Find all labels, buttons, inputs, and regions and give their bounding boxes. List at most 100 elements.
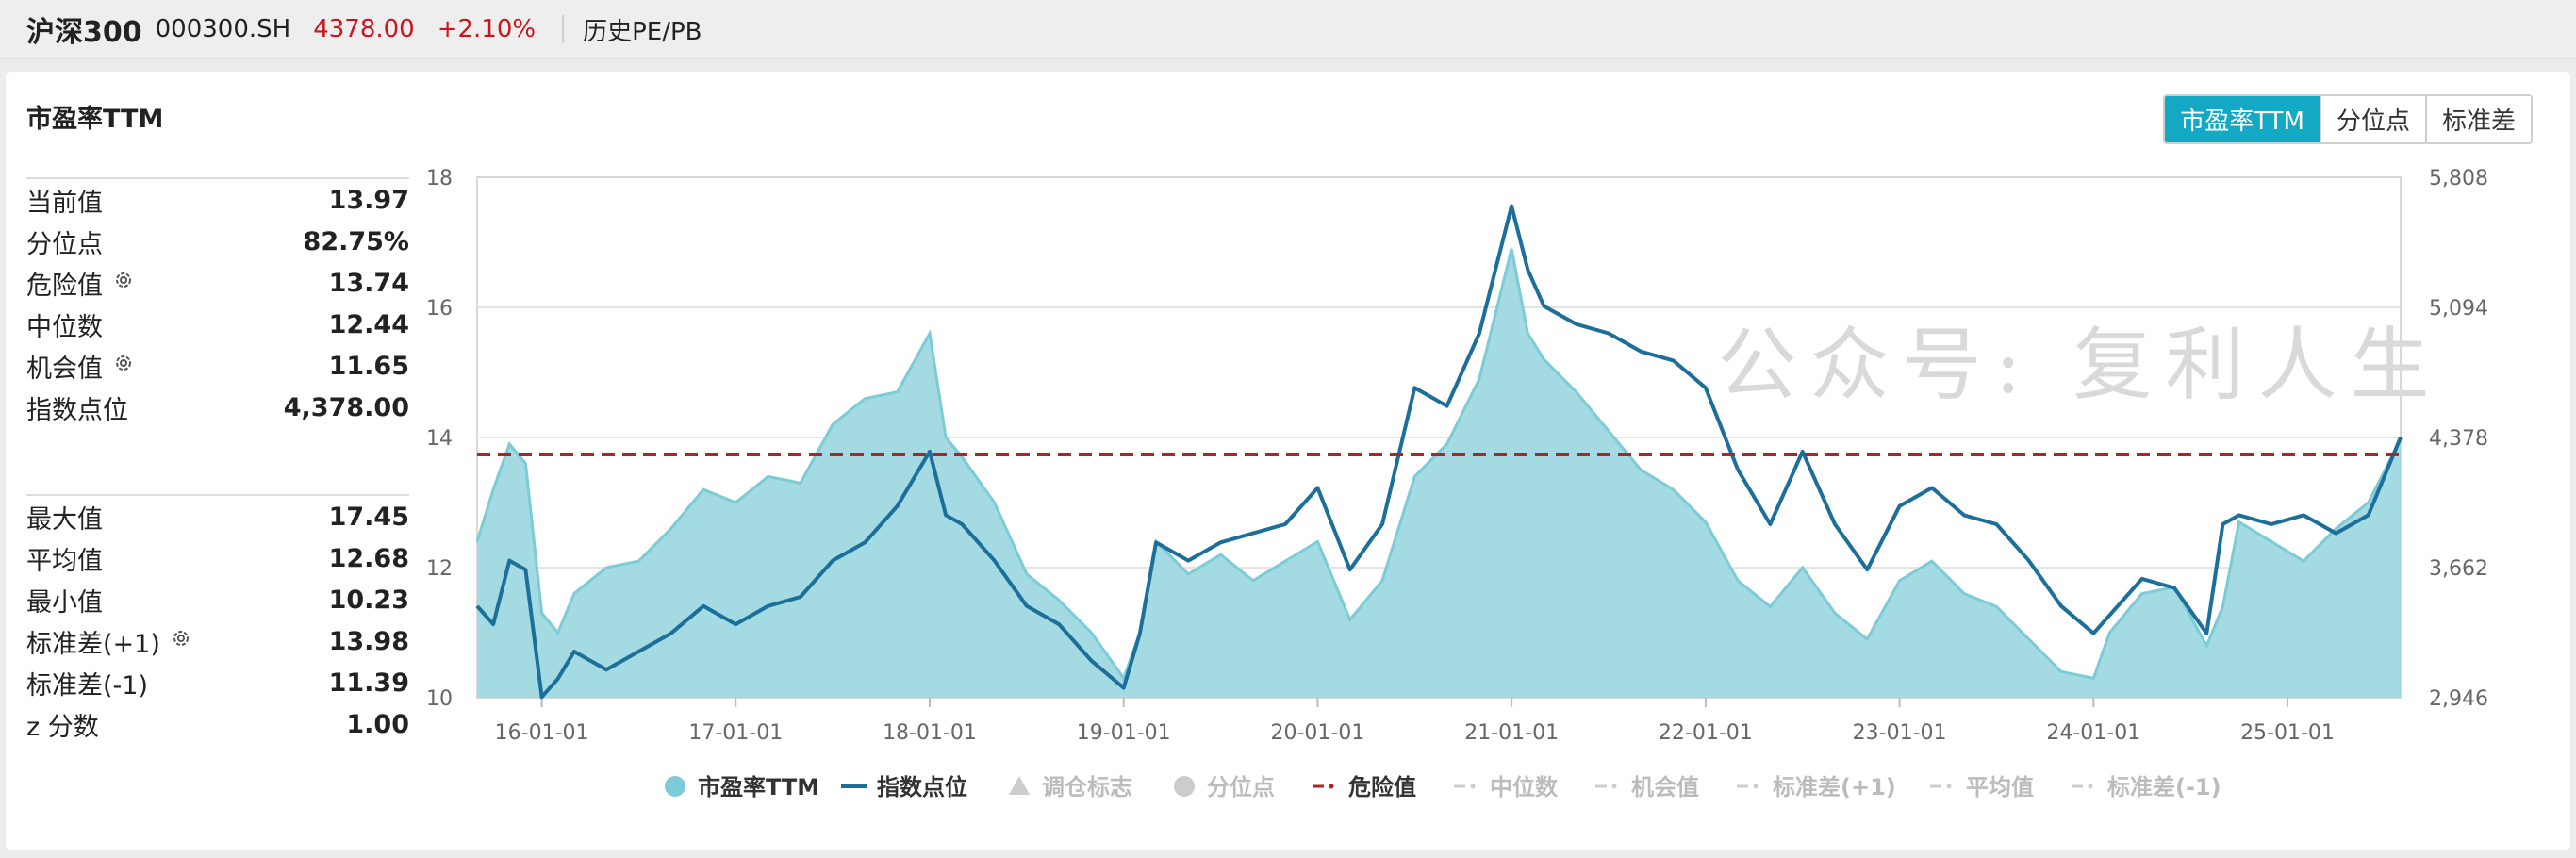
legend-triangle-icon <box>1009 776 1030 795</box>
stat-row: 指数点位 4,378.00 <box>26 387 409 428</box>
legend-label: 标准差(+1) <box>1773 774 1896 800</box>
stat-label-text: 机会值 <box>26 354 103 384</box>
stat-value: 13.97 <box>328 185 409 215</box>
x-axis-tick-label: 20-01-01 <box>1270 721 1364 745</box>
legend-circle-icon <box>665 776 685 797</box>
legend-circle-icon <box>1174 776 1195 797</box>
left-axis-tick-label: 14 <box>426 427 453 451</box>
stat-row: 最小值 10.23 <box>26 579 409 620</box>
legend-item[interactable]: 标准差(-1) <box>2072 774 2221 800</box>
stat-label: 中位数 <box>26 306 103 343</box>
stat-label-text: 危险值 <box>26 271 103 301</box>
legend-item[interactable]: 标准差(+1) <box>1737 774 1896 800</box>
index-change: +2.10% <box>437 15 537 43</box>
stat-value: 12.44 <box>328 309 409 339</box>
stat-value: 10.23 <box>328 585 409 615</box>
left-axis-tick-label: 10 <box>426 687 453 711</box>
stat-value: 13.74 <box>328 268 409 298</box>
series-pe-ttm-area <box>477 248 2401 698</box>
legend-dot-icon <box>1753 784 1759 789</box>
legend-item[interactable]: 调仓标志 <box>1009 774 1132 800</box>
stat-label: 平均值 <box>26 540 103 577</box>
stat-label-text: 标准差(-1) <box>26 670 148 701</box>
stat-value: 11.39 <box>328 668 409 698</box>
x-axis-tick-label: 22-01-01 <box>1659 721 1753 745</box>
stat-label: 分位点 <box>26 223 103 260</box>
legend-item[interactable]: 机会值 <box>1595 774 1699 800</box>
settings-gear-icon[interactable] <box>112 352 135 381</box>
index-code: 000300.SH <box>155 15 291 43</box>
x-axis-tick-label: 23-01-01 <box>1853 721 1947 745</box>
right-axis-tick-label: 5,808 <box>2429 167 2488 190</box>
legend-dot-icon <box>1611 784 1617 789</box>
legend-dot-icon <box>1470 784 1476 789</box>
chart-panel: 市盈率TTM 市盈率TTM 分位点 标准差 当前值 13.97 分位点 82.75% 危… <box>6 72 2570 850</box>
stat-value: 4,378.00 <box>283 392 409 422</box>
settings-gear-icon[interactable] <box>170 627 192 656</box>
history-pe-pb-link[interactable]: 历史PE/PB <box>583 17 702 46</box>
x-axis-tick-label: 25-01-01 <box>2240 721 2335 745</box>
settings-gear-icon[interactable] <box>112 269 135 298</box>
stat-row: 危险值 13.74 <box>26 262 409 304</box>
stat-label-text: 最小值 <box>26 587 103 618</box>
stat-label-text: 平均值 <box>26 546 103 576</box>
stat-label: 标准差(-1) <box>26 665 148 701</box>
stat-label: z 分数 <box>26 706 99 743</box>
right-axis-tick-label: 2,946 <box>2429 687 2488 711</box>
x-axis-tick-label: 17-01-01 <box>688 721 783 745</box>
legend-label: 平均值 <box>1966 774 2034 800</box>
series-pe-ttm-line <box>475 248 2403 682</box>
legend-item[interactable]: 市盈率TTM <box>665 774 819 800</box>
left-axis-tick-label: 18 <box>426 167 453 190</box>
right-axis-tick-label: 5,094 <box>2429 297 2488 321</box>
pe-chart: 18 5,808 16 5,094 14 4,378 12 3,662 10 2,946 16-01… <box>426 167 2488 800</box>
stat-row: 当前值 13.97 <box>26 177 409 221</box>
stat-value: 17.45 <box>328 502 409 532</box>
stat-label: 当前值 <box>26 182 103 219</box>
legend-item[interactable]: 指数点位 <box>841 774 967 800</box>
right-axis-tick-label: 4,378 <box>2429 427 2488 451</box>
stat-row: 中位数 12.44 <box>26 304 409 345</box>
stat-value: 13.98 <box>328 626 409 656</box>
legend-item[interactable]: 中位数 <box>1454 774 1559 800</box>
stats-summary: 最大值 17.45 平均值 12.68 最小值 10.23 标准差(+1) 13.98 标准差(… <box>26 494 409 745</box>
x-axis-tick-label: 21-01-01 <box>1464 721 1559 745</box>
stat-value: 11.65 <box>328 351 409 381</box>
tab-percentile[interactable]: 分位点 <box>2319 96 2425 142</box>
x-axis-tick-label: 24-01-01 <box>2046 721 2140 745</box>
stat-label-text: 中位数 <box>26 312 103 342</box>
stat-label-text: 指数点位 <box>26 395 128 425</box>
x-axis-tick-label: 19-01-01 <box>1077 721 1171 745</box>
legend-dot-icon <box>1946 784 1952 789</box>
stat-label: 最大值 <box>26 499 103 536</box>
legend-label: 指数点位 <box>877 774 967 800</box>
panel-title: 市盈率TTM <box>26 105 164 134</box>
stat-label: 指数点位 <box>26 389 128 426</box>
stat-value: 1.00 <box>346 709 409 739</box>
stat-row: 最大值 17.45 <box>26 494 409 537</box>
legend-label: 中位数 <box>1490 774 1559 800</box>
x-axis-tick-label: 18-01-01 <box>883 721 977 745</box>
tab-pe-ttm[interactable]: 市盈率TTM <box>2165 96 2320 142</box>
left-axis-tick-label: 12 <box>426 557 453 581</box>
legend-item[interactable]: 分位点 <box>1174 774 1275 800</box>
legend-label: 市盈率TTM <box>698 774 819 800</box>
watermark-text: 公众号: 复利人生 <box>1717 319 2442 411</box>
stat-label: 最小值 <box>26 582 103 619</box>
legend-dot-icon <box>2088 784 2093 789</box>
index-name: 沪深300 <box>26 16 142 49</box>
legend-item[interactable]: 平均值 <box>1930 774 2034 800</box>
right-axis-tick-label: 3,662 <box>2429 557 2488 581</box>
legend-item[interactable]: 危险值 <box>1313 774 1416 800</box>
stat-value: 82.75% <box>303 226 409 256</box>
stat-label-text: 标准差(+1) <box>26 629 160 659</box>
index-price: 4378.00 <box>313 15 415 43</box>
stat-label: 标准差(+1) <box>26 623 192 660</box>
tab-std-dev[interactable]: 标准差 <box>2424 96 2531 142</box>
stat-row: 标准差(+1) 13.98 <box>26 620 409 662</box>
left-axis-tick-label: 16 <box>426 297 453 321</box>
stat-row: 平均值 12.68 <box>26 537 409 579</box>
stats-current: 当前值 13.97 分位点 82.75% 危险值 13.74 中位数 12.44 机会值 11.6… <box>26 177 409 428</box>
stat-label: 危险值 <box>26 265 135 302</box>
divider <box>562 15 565 43</box>
